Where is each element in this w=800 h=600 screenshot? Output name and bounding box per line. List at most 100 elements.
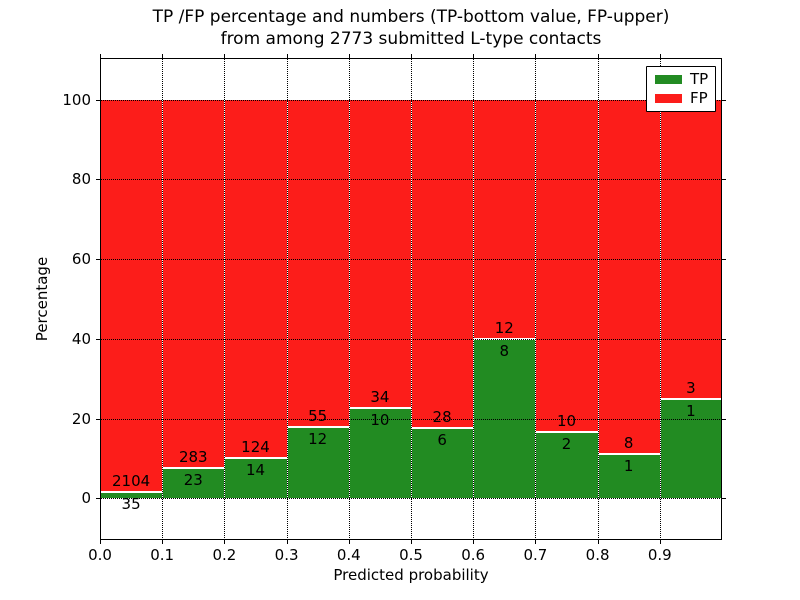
- tp-bar-segment: [163, 467, 225, 499]
- y-axis-tick: [96, 338, 100, 340]
- y-axis-tick-right: [722, 259, 726, 261]
- chart-title-line2: from among 2773 submitted L-type contact…: [220, 29, 602, 49]
- fp-bar-segment: [100, 99, 163, 491]
- vertical-gridline: [535, 58, 537, 540]
- y-axis-tick: [96, 259, 100, 261]
- fp-bar-segment: [287, 99, 349, 426]
- x-axis-tick: [348, 540, 350, 544]
- x-axis-tick-top: [535, 54, 537, 58]
- x-axis-tick-top: [162, 54, 164, 58]
- x-axis-tick-top: [473, 54, 475, 58]
- fp-count-label: 2104: [112, 471, 151, 490]
- x-tick-label: 0.7: [523, 546, 548, 564]
- tp-count-label: 10: [370, 410, 390, 429]
- x-axis-tick-top: [348, 54, 350, 58]
- tp-bar-segment: [100, 490, 163, 499]
- histogram-bar: [659, 99, 722, 499]
- y-tick-label: 20: [71, 409, 91, 428]
- y-tick-label: 100: [62, 90, 91, 109]
- vertical-gridline: [473, 58, 475, 540]
- fp-bar-segment: [163, 99, 225, 468]
- fp-bar-segment: [474, 99, 536, 338]
- vertical-gridline: [286, 58, 288, 540]
- tp-bar-segment: [660, 397, 722, 499]
- x-axis-tick: [100, 540, 101, 544]
- tp-count-label: 35: [121, 494, 141, 513]
- x-axis-tick-top: [224, 54, 226, 58]
- fp-count-label: 3: [686, 378, 696, 397]
- y-axis-tick-right: [722, 338, 726, 340]
- x-axis-tick: [597, 540, 599, 544]
- y-tick-label: 0: [81, 489, 91, 508]
- x-axis-tick: [411, 540, 412, 544]
- tp-bar-segment: [412, 426, 474, 499]
- tp-legend-swatch: [655, 75, 682, 85]
- x-tick-label: 0.3: [274, 546, 299, 564]
- x-axis-label: Predicted probability: [333, 566, 489, 584]
- vertical-gridline: [411, 58, 412, 540]
- tp-count-label: 6: [437, 430, 447, 449]
- fp-count-label: 283: [178, 448, 208, 467]
- histogram-bar: [411, 99, 474, 499]
- fp-bar-segment: [598, 99, 660, 453]
- x-axis-tick: [659, 540, 661, 544]
- fp-count-label: 12: [494, 318, 514, 337]
- x-tick-label: 0.1: [150, 546, 175, 564]
- histogram-bar: [100, 99, 163, 499]
- tp-count-label: 1: [686, 401, 696, 420]
- fp-count-label: 10: [556, 411, 577, 430]
- legend-label: FP: [690, 88, 708, 107]
- legend-item: TP: [655, 70, 709, 89]
- x-tick-label: 0.0: [88, 546, 112, 564]
- fp-count-label: 8: [623, 433, 634, 452]
- y-axis-tick-right: [722, 99, 726, 101]
- vertical-gridline: [162, 58, 164, 540]
- fp-bar-segment: [412, 99, 474, 427]
- chart-title-line1: TP /FP percentage and numbers (TP-bottom…: [152, 7, 670, 27]
- x-tick-label: 0.4: [336, 546, 361, 564]
- vertical-gridline: [597, 58, 599, 540]
- y-axis-tick: [96, 418, 100, 420]
- tp-bar-segment: [287, 425, 349, 499]
- tp-bar-segment: [536, 430, 598, 499]
- legend: TP FP: [646, 66, 716, 112]
- histogram-bar: [286, 99, 349, 499]
- x-axis-tick: [473, 540, 475, 544]
- x-tick-label: 0.5: [399, 546, 423, 564]
- chart-title: TP /FP percentage and numbers (TP-bottom…: [100, 6, 722, 50]
- y-axis-tick-right: [722, 498, 726, 500]
- histogram-bar: [162, 99, 225, 499]
- histogram-bar: [224, 99, 287, 499]
- x-axis-tick-top: [597, 54, 599, 58]
- fp-bar-segment: [225, 99, 287, 457]
- y-tick-label: 80: [71, 170, 91, 189]
- tp-bar-segment: [474, 337, 536, 499]
- fp-bar-segment: [660, 99, 722, 398]
- x-tick-label: 0.2: [212, 546, 237, 564]
- y-axis-tick: [96, 498, 100, 500]
- vertical-gridline: [224, 58, 226, 540]
- vertical-gridline: [348, 58, 350, 540]
- tp-count-label: 1: [623, 456, 634, 475]
- histogram-bar: [473, 99, 536, 499]
- y-axis-tick-right: [722, 418, 726, 420]
- fp-count-label: 34: [370, 387, 390, 406]
- x-axis-tick: [286, 540, 288, 544]
- histogram-bar: [597, 99, 660, 499]
- y-axis-tick: [96, 99, 100, 101]
- y-tick-label: 40: [71, 329, 91, 348]
- x-tick-label: 0.8: [585, 546, 610, 564]
- y-axis-label: Percentage: [33, 256, 51, 342]
- legend-item: FP: [655, 88, 708, 107]
- x-axis-tick: [535, 540, 537, 544]
- fp-count-label: 55: [308, 406, 328, 425]
- legend-label: TP: [690, 70, 709, 89]
- fp-bar-segment: [349, 99, 411, 407]
- y-axis-tick: [96, 179, 100, 181]
- tp-count-label: 8: [499, 341, 510, 360]
- fp-bar-segment: [536, 99, 598, 431]
- tp-bar-segment: [598, 452, 660, 499]
- x-axis-tick-top: [411, 54, 412, 58]
- tp-count-label: 14: [245, 460, 266, 479]
